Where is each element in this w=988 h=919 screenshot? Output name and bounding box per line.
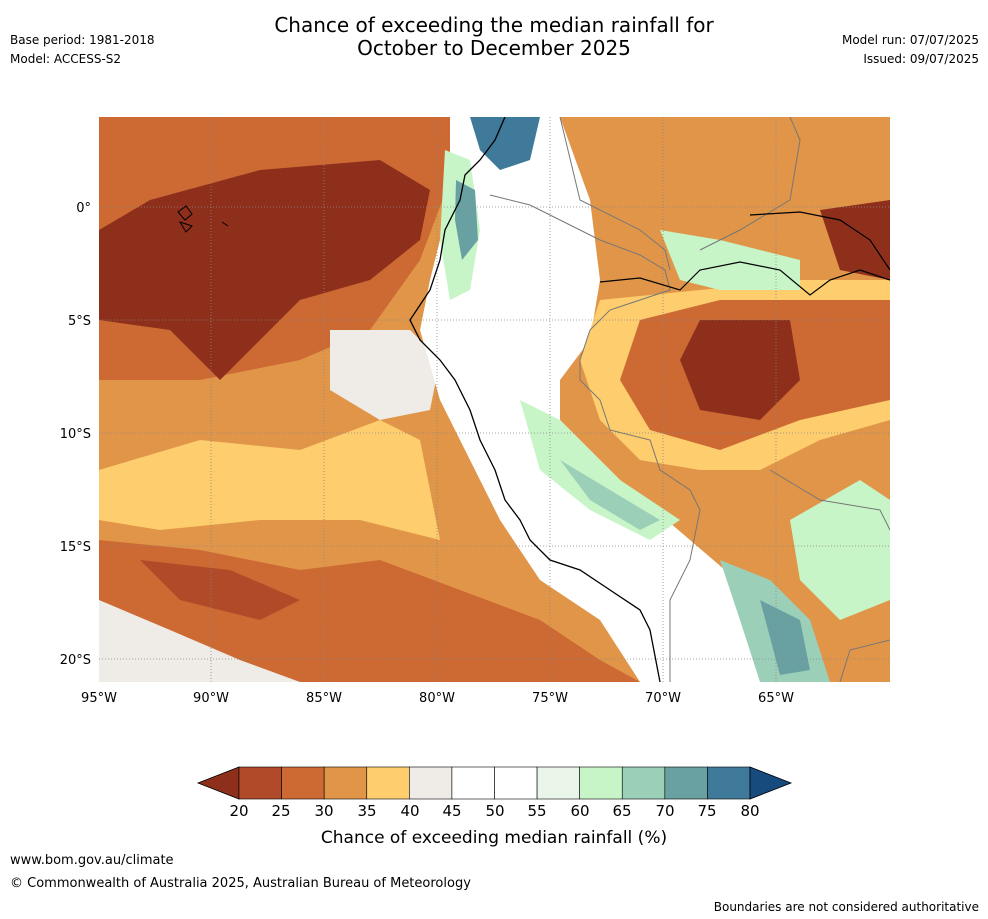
lon-label: 85°W — [306, 691, 342, 706]
graticule — [99, 117, 890, 682]
colorbar-tick: 30 — [314, 802, 333, 820]
lon-label: 90°W — [193, 691, 229, 706]
coast-north-teal — [455, 180, 478, 260]
colorbar-segment — [238, 766, 282, 800]
colorbar-segment — [409, 766, 453, 800]
map-title: Chance of exceeding the median rainfall … — [0, 14, 988, 60]
colorbar-tick: 20 — [229, 802, 248, 820]
amazon-river — [599, 261, 890, 296]
model-run: Model run: 07/07/2025 — [841, 33, 979, 47]
colorbar-segment — [707, 766, 751, 800]
colorbar-tick: 75 — [697, 802, 716, 820]
colorbar-tick: 45 — [442, 802, 461, 820]
colorbar-segment — [579, 766, 623, 800]
colorbar-segment — [536, 766, 580, 800]
footer-url[interactable]: www.bom.gov.au/climate — [10, 853, 174, 868]
ocean-southwest-neutral — [99, 600, 300, 682]
ocean-light-band — [99, 420, 440, 540]
andes-wet-band — [420, 117, 800, 682]
title-line-2: October to December 2025 — [357, 36, 631, 60]
colorbar — [196, 766, 793, 800]
title-line-1: Chance of exceeding the median rainfall … — [274, 13, 714, 37]
colorbar-tick: 35 — [357, 802, 376, 820]
footer-copyright: © Commonwealth of Australia 2025, Austra… — [10, 876, 471, 891]
country-boundaries — [489, 117, 890, 682]
issued-date: Issued: 09/07/2025 — [863, 52, 979, 66]
lat-label: 0° — [76, 201, 91, 216]
lat-label: 5°S — [68, 314, 91, 329]
colorbar-segment — [451, 766, 495, 800]
colorbar-extend-high — [749, 766, 793, 800]
colorbar-label: Chance of exceeding median rainfall (%) — [321, 828, 667, 848]
colorbar-tick: 70 — [655, 802, 674, 820]
east-green — [790, 480, 890, 620]
colorbar-segment — [664, 766, 708, 800]
colorbar-segment — [494, 766, 538, 800]
colorbar-extend-low — [196, 766, 240, 800]
amazon-core-dry — [680, 320, 800, 420]
base-period: Base period: 1981-2018 — [10, 33, 155, 47]
coast-north-blue — [470, 117, 540, 170]
colorbar-segment — [366, 766, 410, 800]
colorbar-ticks: 20 25 30 35 40 45 50 55 60 65 70 75 80 — [229, 802, 759, 820]
galapagos-islands — [177, 205, 229, 233]
colorbar-tick: 60 — [570, 802, 589, 820]
colorbar-tick: 80 — [740, 802, 759, 820]
lat-label: 10°S — [60, 427, 91, 442]
northeast-coast — [749, 211, 890, 271]
colorbar-tick: 40 — [400, 802, 419, 820]
coastline — [409, 117, 661, 682]
ocean-south-very-dry — [140, 560, 300, 620]
colorbar-segment — [281, 766, 325, 800]
southeast-teal — [760, 600, 810, 675]
lon-label: 70°W — [645, 691, 681, 706]
lon-label: 65°W — [758, 691, 794, 706]
andes-teal-band — [560, 460, 660, 530]
lon-label: 95°W — [81, 691, 117, 706]
colorbar-tick: 55 — [527, 802, 546, 820]
model-name: Model: ACCESS-S2 — [10, 52, 122, 66]
lon-label: 75°W — [532, 691, 568, 706]
colorbar-tick: 65 — [612, 802, 631, 820]
map-panel — [99, 117, 890, 682]
colorbar-segment — [621, 766, 666, 800]
lon-label: 80°W — [419, 691, 455, 706]
ocean-very-dry-region — [99, 160, 430, 380]
lat-label: 20°S — [60, 653, 91, 668]
footer-disclaimer: Boundaries are not considered authoritat… — [713, 900, 979, 914]
latitude-labels: 0° 5°S 10°S 15°S 20°S — [60, 201, 91, 668]
colorbar-tick: 50 — [485, 802, 504, 820]
colorbar-tick: 25 — [271, 802, 290, 820]
ocean-neutral-patch — [330, 330, 440, 420]
lat-label: 15°S — [60, 540, 91, 555]
longitude-labels: 95°W 90°W 85°W 80°W 75°W 70°W 65°W — [81, 691, 794, 706]
colorbar-segment — [323, 766, 368, 800]
andes-green-band — [520, 400, 680, 540]
